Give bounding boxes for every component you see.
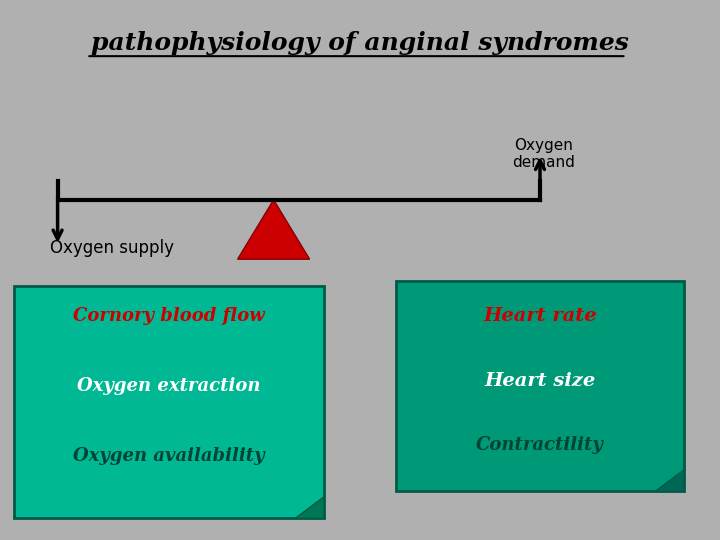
Text: Heart rate: Heart rate	[483, 307, 597, 325]
Polygon shape	[238, 200, 310, 259]
Text: Cornory blood flow: Cornory blood flow	[73, 307, 265, 325]
Polygon shape	[295, 497, 324, 518]
Text: Contractility: Contractility	[476, 436, 604, 455]
FancyBboxPatch shape	[396, 281, 684, 491]
Text: pathophysiology of anginal syndromes: pathophysiology of anginal syndromes	[91, 31, 629, 55]
Text: Heart size: Heart size	[485, 372, 595, 390]
Polygon shape	[655, 470, 684, 491]
FancyBboxPatch shape	[14, 286, 324, 518]
Text: Oxygen supply: Oxygen supply	[50, 239, 174, 258]
Text: Oxygen extraction: Oxygen extraction	[78, 377, 261, 395]
Text: Oxygen availability: Oxygen availability	[73, 447, 265, 465]
Text: Oxygen
demand: Oxygen demand	[512, 138, 575, 170]
